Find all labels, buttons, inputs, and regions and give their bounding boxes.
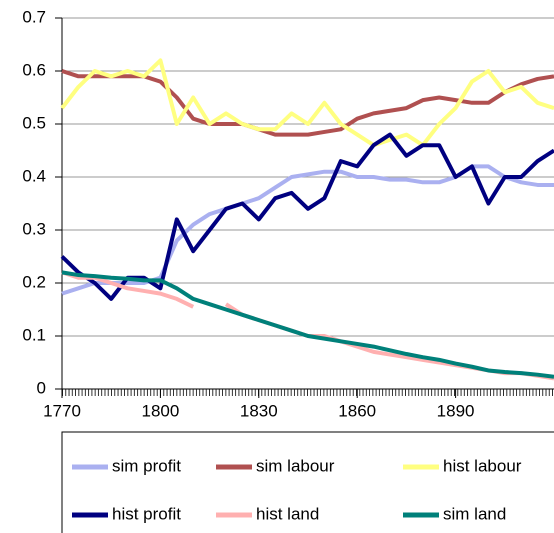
legend-label: sim land bbox=[443, 504, 506, 523]
legend-label: hist labour bbox=[443, 456, 522, 475]
minor-ticks bbox=[62, 389, 554, 396]
y-tick-label: 0.6 bbox=[22, 60, 46, 79]
y-tick-label: 0 bbox=[37, 378, 46, 397]
legend-box bbox=[61, 431, 554, 533]
series-line bbox=[61, 270, 554, 379]
legend-label: hist profit bbox=[112, 504, 181, 523]
series-line bbox=[60, 132, 554, 301]
y-tick-label: 0.4 bbox=[22, 166, 46, 185]
y-tick-label: 0.7 bbox=[22, 7, 46, 26]
legend-label: hist land bbox=[256, 504, 319, 523]
y-tick-label: 0.3 bbox=[22, 219, 46, 238]
x-tick-label: 1800 bbox=[141, 401, 179, 420]
x-tick-label: 1830 bbox=[240, 401, 278, 420]
legend-label: sim labour bbox=[256, 456, 335, 475]
series-line bbox=[60, 58, 554, 148]
y-tick-label: 0.5 bbox=[22, 113, 46, 132]
x-tick-label: 1890 bbox=[437, 401, 475, 420]
y-tick-label: 0.2 bbox=[22, 272, 46, 291]
x-tick-label: 1860 bbox=[338, 401, 376, 420]
series-line bbox=[61, 270, 554, 381]
legend-label: sim profit bbox=[112, 456, 181, 475]
x-tick-label: 1770 bbox=[43, 401, 81, 420]
y-tick-label: 0.1 bbox=[22, 325, 46, 344]
